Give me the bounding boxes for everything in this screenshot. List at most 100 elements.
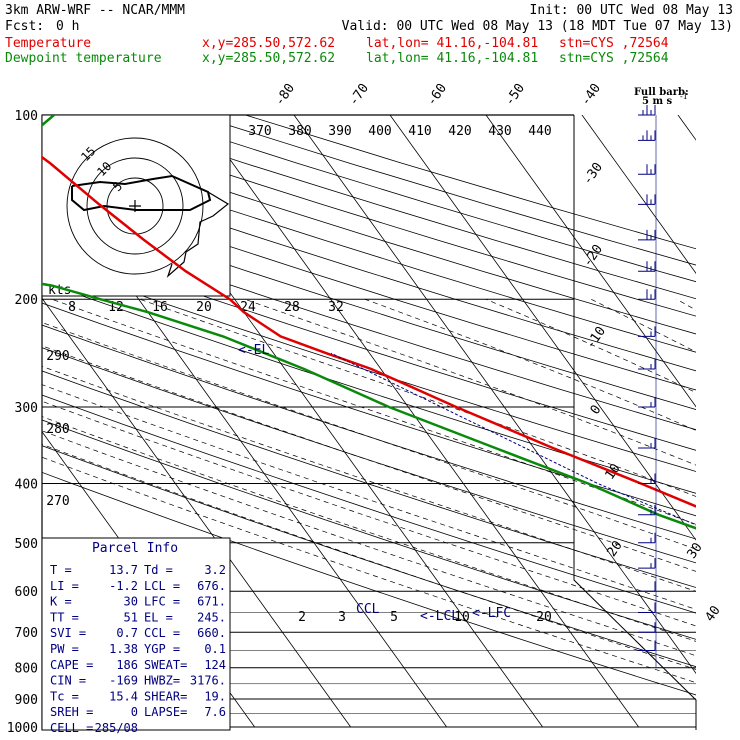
lcl-marker: <-LCL [420, 609, 459, 624]
wind-barb [638, 164, 656, 175]
moist-adiabat [485, 298, 696, 393]
wind-barb [638, 229, 656, 241]
parcel-key: LFC = [144, 595, 180, 609]
dew-station: stn=CYS ,72564 [559, 51, 669, 66]
parcel-value: 51 [124, 610, 138, 624]
wind-barbs [638, 105, 657, 668]
parcel-key: HWBZ= [144, 674, 180, 688]
dry-adiabat [42, 260, 696, 472]
dry-adiabat [42, 302, 696, 517]
parcel-value: 285/08 [95, 721, 138, 735]
parcel-key: EL = [144, 610, 173, 624]
parcel-key: T = [50, 563, 72, 577]
wind-barb [638, 602, 656, 614]
mixing-ratio-label: 5 [390, 610, 398, 625]
dry-adiabat [42, 419, 696, 640]
parcel-key: LAPSE= [144, 705, 187, 719]
isotherm-label: 30 [684, 540, 705, 561]
wind-barb [638, 532, 656, 544]
isotherm-label: -40 [578, 81, 604, 109]
parcel-value: 676. [197, 579, 226, 593]
wind-barb [638, 473, 656, 484]
mixing-ratio-label: 20 [536, 610, 552, 625]
parcel-value: 3176. [190, 674, 226, 688]
wind-barb [638, 358, 656, 370]
model-title: 3km ARW-WRF -- NCAR/MMM [5, 3, 185, 18]
pressure-label: 100 [15, 109, 38, 124]
theta-label: 410 [408, 124, 431, 139]
parcel-value: 245. [197, 610, 226, 624]
parcel-value: 30 [124, 595, 138, 609]
valid-time: Valid: 00 UTC Wed 08 May 13 (18 MDT Tue … [342, 19, 733, 34]
wind-barb [638, 130, 656, 141]
hodo-scale-label: 28 [284, 300, 300, 315]
pressure-label: 800 [15, 662, 38, 677]
dry-adiabat [42, 281, 696, 494]
dry-adiabat [195, 115, 696, 266]
parcel-key: TT = [50, 610, 79, 624]
temp-station: stn=CYS ,72564 [559, 36, 669, 51]
barb-note-3: -1 [680, 92, 688, 101]
isotherm [42, 297, 351, 728]
dry-adiabat [42, 164, 696, 372]
fcst-label: Fcst: [5, 19, 44, 34]
pressure-label: 700 [15, 626, 38, 641]
barb-note-2: 5 m s [642, 96, 673, 107]
parcel-box-frame [41, 537, 231, 731]
isotherm [197, 115, 639, 728]
isotherm [677, 115, 696, 141]
isotherm-label: -60 [424, 81, 450, 109]
isotherm [293, 115, 696, 675]
wind-barb [638, 396, 656, 408]
dry-adiabat [145, 115, 696, 283]
parcel-value: 660. [197, 626, 226, 640]
hodo-scale-label: 20 [196, 300, 212, 315]
hodograph-tail [166, 191, 230, 278]
dew-xy: x,y=285.50,572.62 [202, 51, 335, 66]
parcel-key: SVI = [50, 626, 86, 640]
mixing-ratio-label: 2 [298, 610, 306, 625]
parcel-key: K = [50, 595, 72, 609]
parcel-value: 0.1 [204, 642, 226, 656]
parcel-value: -169 [109, 674, 138, 688]
parcel-key: Tc = [50, 689, 79, 703]
theta-label: 430 [488, 124, 511, 139]
parcel-value: 1.38 [109, 642, 138, 656]
isotherm-label: 0 [588, 402, 605, 417]
wind-barb [638, 640, 656, 652]
mixing-ratio-label: 10 [454, 610, 470, 625]
parcel-key: PW = [50, 642, 79, 656]
dry-adiabat [42, 201, 696, 410]
isotherm [389, 115, 696, 541]
hodo-scale-label: 8 [68, 300, 76, 315]
lfc-marker: <-LFC [472, 606, 511, 621]
fcst-value: 0 h [56, 19, 79, 34]
hodograph-trace [71, 174, 212, 212]
theta-label: 370 [248, 124, 271, 139]
parcel-value: 0 [131, 705, 138, 719]
theta-label: 420 [448, 124, 471, 139]
isotherm-label: -20 [580, 242, 606, 270]
wind-barb [638, 326, 656, 337]
dry-adiabat [42, 220, 696, 431]
wind-barb [638, 437, 656, 449]
wind-barb [638, 581, 656, 592]
wind-barb [638, 105, 656, 116]
temp-xy: x,y=285.50,572.62 [202, 36, 335, 51]
isotherm-label: -30 [580, 160, 606, 188]
wind-barb [638, 622, 656, 633]
parcel-info-box: Parcel Info T = 13.7 Td = 3.2 LI = -1.2 LCL = 67… [41, 537, 231, 735]
pressure-label: 300 [15, 401, 38, 416]
isotherm-label: -50 [502, 81, 528, 109]
moist-adiabat [42, 430, 696, 657]
dry-adiabat [42, 240, 696, 451]
parcel-key: SREH = [50, 705, 93, 719]
pressure-label: 200 [15, 293, 38, 308]
theta-label: 390 [328, 124, 351, 139]
theta-label: 380 [288, 124, 311, 139]
parcel-value: 124 [204, 658, 226, 672]
moist-adiabat [42, 345, 696, 572]
dry-adiabat [42, 394, 696, 614]
